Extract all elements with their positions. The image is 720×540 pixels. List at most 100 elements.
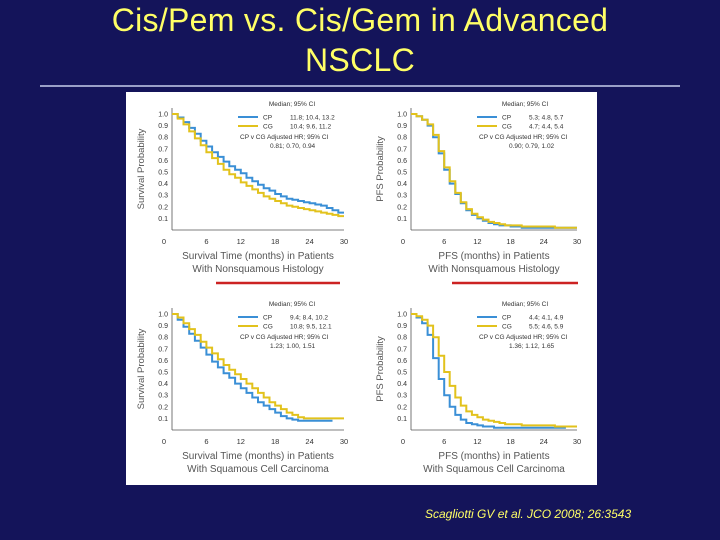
y-tick-label: 0.1	[397, 216, 407, 223]
y-axis-label: PFS Probability	[375, 136, 386, 202]
y-tick-label: 0.1	[158, 216, 168, 223]
legend-stats-cp: 5.3; 4.8, 5.7	[529, 115, 564, 122]
y-tick-label: 1.0	[158, 312, 168, 319]
series-line-cg	[411, 313, 577, 428]
x-tick-label: 24	[540, 437, 548, 446]
y-tick-label: 1.0	[158, 112, 168, 119]
legend-hr-header: CP v CG Adjusted HR; 95% CI	[240, 334, 329, 341]
y-tick-label: 0.3	[158, 393, 168, 400]
x-tick-label: 30	[340, 237, 348, 246]
legend-stats-cg: 10.4; 9.6, 11.2	[290, 124, 331, 131]
y-tick-label: 0.3	[397, 393, 407, 400]
chart-pfs-squamous: 0.1 0.2 0.3 0.4 0.5 0.6 0.7 0.8 0.9 1.0 0 6 12 18 24 30…	[375, 301, 581, 475]
legend-header: Median; 95% CI	[269, 301, 315, 308]
y-tick-label: 0.2	[397, 404, 407, 411]
x-tick-label: 18	[271, 437, 279, 446]
x-axis-label-line1: PFS (months) in Patients	[438, 251, 549, 262]
x-axis-label-line2: With Nonsquamous Histology	[192, 264, 323, 275]
citation: Scagliotti GV et al. JCO 2008; 26:3543	[425, 507, 632, 521]
x-tick-label: 18	[271, 237, 279, 246]
x-tick-label: 0	[162, 237, 166, 246]
title-divider	[40, 85, 680, 87]
x-tick-label: 6	[204, 437, 208, 446]
y-tick-label: 0.6	[397, 158, 407, 165]
x-tick-label: 6	[204, 237, 208, 246]
y-tick-label: 0.4	[397, 381, 407, 388]
legend-stats-cg: 4.7; 4.4, 5.4	[529, 124, 564, 131]
legend-label-cp: CP	[502, 315, 511, 322]
x-tick-label: 0	[401, 437, 405, 446]
legend-label-cp: CP	[263, 115, 272, 122]
legend-hr-value: 1.23; 1.00, 1.51	[270, 343, 316, 350]
y-tick-label: 0.9	[397, 123, 407, 130]
legend-label-cp: CP	[263, 315, 272, 322]
legend-header: Median; 95% CI	[502, 301, 548, 308]
x-tick-label: 12	[237, 437, 245, 446]
chart-os-squamous: 0.1 0.2 0.3 0.4 0.5 0.6 0.7 0.8 0.9 1.0 0 6 12 18 24 30…	[136, 301, 348, 475]
legend-hr-value: 0.90; 0.79, 1.02	[509, 143, 555, 150]
legend-label-cg: CG	[263, 124, 273, 131]
x-tick-label: 12	[473, 437, 481, 446]
y-tick-label: 0.8	[397, 135, 407, 142]
series-line-cp	[411, 313, 566, 429]
legend-hr-header: CP v CG Adjusted HR; 95% CI	[479, 334, 568, 341]
x-tick-label: 24	[305, 237, 313, 246]
x-axis-label-line1: Survival Time (months) in Patients	[182, 451, 334, 462]
y-tick-label: 0.5	[158, 370, 168, 377]
y-tick-label: 0.7	[158, 346, 168, 353]
x-tick-label: 0	[162, 437, 166, 446]
legend-header: Median; 95% CI	[269, 101, 315, 108]
x-axis-label-line2: With Squamous Cell Carcinoma	[187, 464, 329, 475]
y-tick-label: 0.9	[158, 123, 168, 130]
y-tick-label: 0.9	[158, 323, 168, 330]
km-figure-svg: 0.1 0.2 0.3 0.4 0.5 0.6 0.7 0.8 0.9 1.0 0 6 12 18 24 30…	[136, 101, 581, 475]
x-axis-label-line2: With Squamous Cell Carcinoma	[423, 464, 565, 475]
y-axis-label: Survival Probability	[136, 328, 147, 409]
y-tick-label: 0.7	[397, 146, 407, 153]
y-tick-label: 0.2	[158, 204, 168, 211]
x-tick-label: 24	[540, 237, 548, 246]
title-line-1: Cis/Pem vs. Cis/Gem in Advanced	[111, 2, 609, 38]
x-tick-label: 12	[473, 237, 481, 246]
slide-title: Cis/Pem vs. Cis/Gem in Advanced NSCLC	[0, 0, 720, 80]
y-tick-label: 0.8	[158, 135, 168, 142]
km-figure-panel: 0.1 0.2 0.3 0.4 0.5 0.6 0.7 0.8 0.9 1.0 0 6 12 18 24 30…	[126, 92, 597, 485]
legend-label-cg: CG	[502, 124, 512, 131]
x-tick-label: 18	[506, 237, 514, 246]
y-tick-label: 0.8	[158, 335, 168, 342]
x-axis-label-line2: With Nonsquamous Histology	[428, 264, 559, 275]
x-axis-label-line1: Survival Time (months) in Patients	[182, 251, 334, 262]
x-tick-label: 12	[237, 237, 245, 246]
legend-label-cg: CG	[263, 324, 273, 331]
y-tick-label: 0.2	[397, 204, 407, 211]
x-axis-label-line1: PFS (months) in Patients	[438, 451, 549, 462]
y-tick-label: 0.3	[397, 193, 407, 200]
y-tick-label: 0.6	[397, 358, 407, 365]
title-line-2: NSCLC	[305, 42, 415, 78]
x-tick-label: 6	[442, 437, 446, 446]
y-tick-label: 1.0	[397, 112, 407, 119]
y-tick-label: 0.5	[397, 170, 407, 177]
series-line-cp	[411, 113, 577, 229]
chart-pfs-nonsquamous: 0.1 0.2 0.3 0.4 0.5 0.6 0.7 0.8 0.9 1.0 0 6 12 18 24 30…	[375, 101, 581, 275]
legend-stats-cg: 5.5; 4.6, 5.9	[529, 324, 564, 331]
series-line-cg	[172, 313, 344, 420]
y-tick-label: 0.7	[397, 346, 407, 353]
y-tick-label: 0.6	[158, 158, 168, 165]
y-tick-label: 0.8	[397, 335, 407, 342]
y-tick-label: 0.7	[158, 146, 168, 153]
series-line-cg	[411, 113, 577, 229]
x-tick-label: 30	[573, 437, 581, 446]
x-tick-label: 30	[573, 237, 581, 246]
legend-stats-cp: 9.4; 8.4, 10.2	[290, 315, 328, 322]
legend-hr-header: CP v CG Adjusted HR; 95% CI	[479, 134, 568, 141]
x-tick-label: 0	[401, 237, 405, 246]
x-tick-label: 30	[340, 437, 348, 446]
x-tick-label: 6	[442, 237, 446, 246]
series-line-cg	[172, 113, 344, 218]
series-line-cp	[172, 313, 333, 422]
y-tick-label: 0.2	[158, 404, 168, 411]
legend-hr-value: 1.36; 1.12, 1.65	[509, 343, 555, 350]
legend-label-cp: CP	[502, 115, 511, 122]
y-tick-label: 0.1	[158, 416, 168, 423]
